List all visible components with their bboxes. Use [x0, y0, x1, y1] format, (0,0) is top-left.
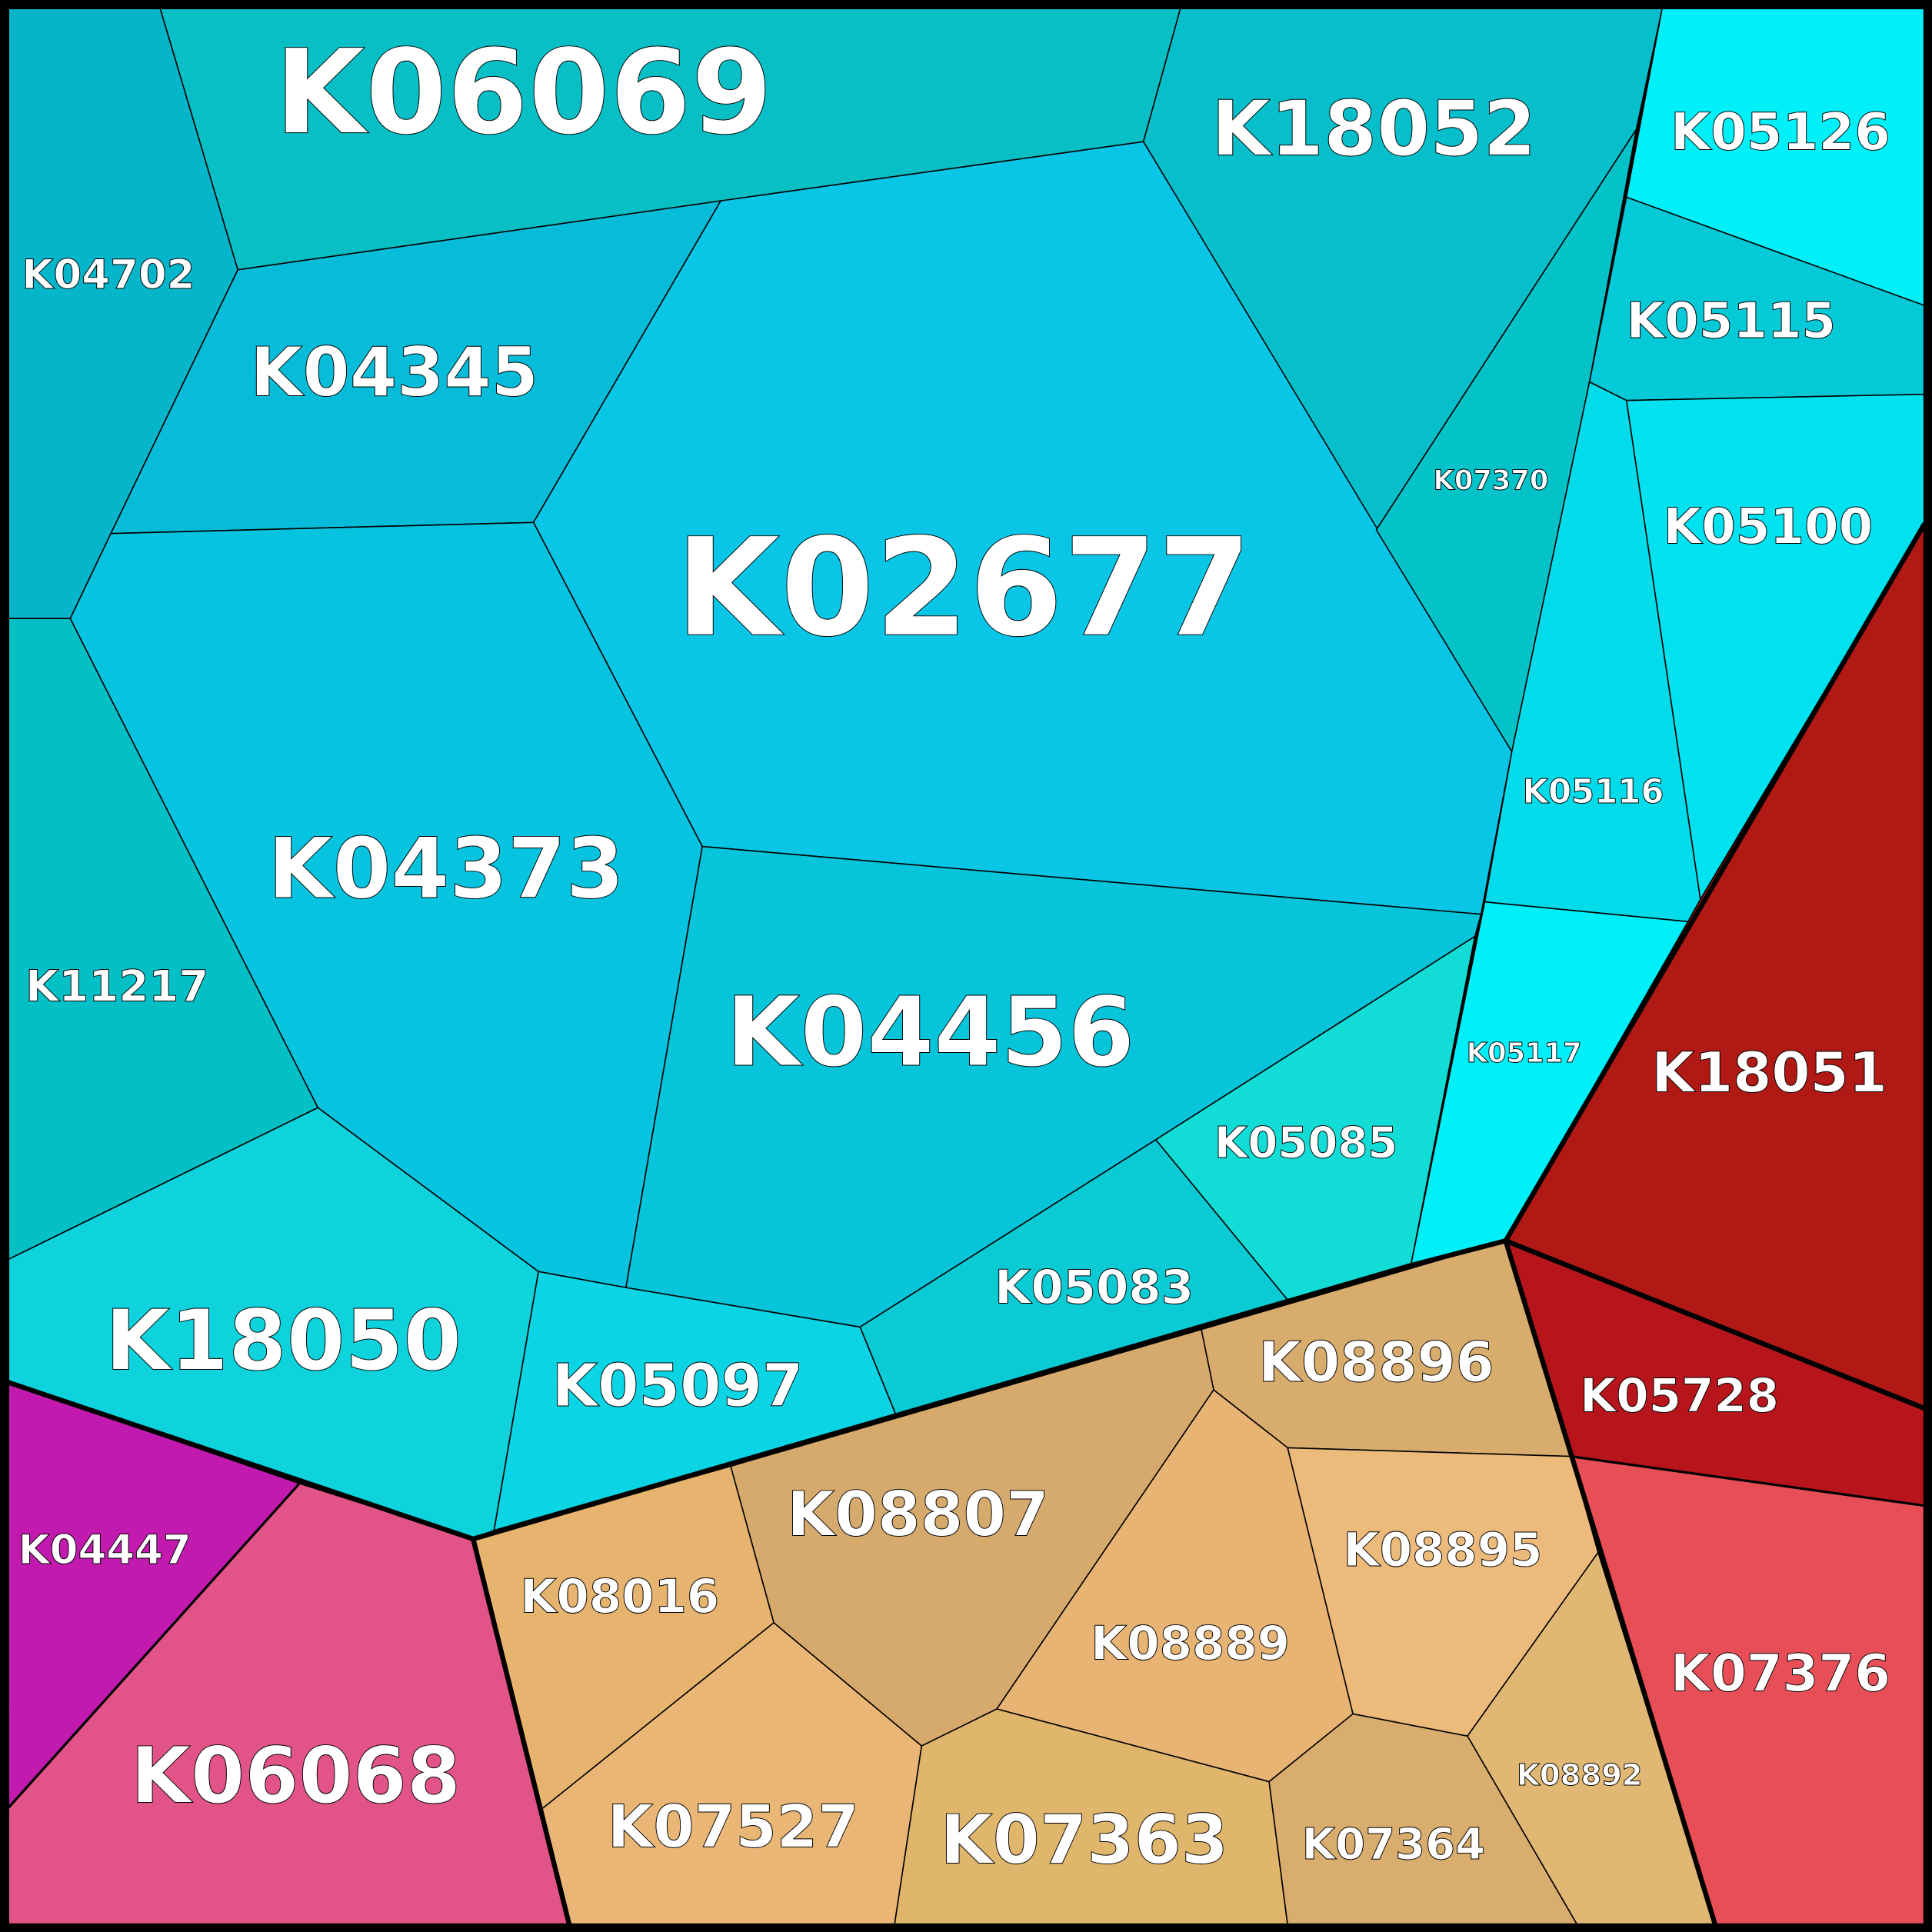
labels: K06069 K18052 K05126 K04702 K04345 K02677 K051… — [18, 24, 1890, 1880]
cell-label: K05100 — [1664, 499, 1874, 556]
cell-label: K05126 — [1671, 102, 1890, 162]
cell-label: K06069 — [275, 25, 772, 161]
cell-label: K07527 — [608, 1793, 859, 1861]
cell-label: K07376 — [1671, 1644, 1890, 1704]
group-border — [471, 1538, 572, 1926]
cell-label: K04447 — [18, 1527, 192, 1574]
cell-label: K11217 — [25, 962, 209, 1012]
cell-label: K05728 — [1580, 1369, 1779, 1424]
group-border — [1503, 522, 1927, 1242]
cell-label: K06068 — [131, 1730, 461, 1821]
cell-label: K08895 — [1344, 1523, 1543, 1577]
cell-label: K08889 — [1091, 1617, 1290, 1671]
cell-label: K05085 — [1214, 1118, 1397, 1168]
cell-label: K02677 — [675, 508, 1252, 667]
cell-label: K04456 — [726, 977, 1134, 1088]
cell-label: K18050 — [105, 1292, 461, 1390]
cell-label: K05116 — [1522, 773, 1664, 811]
cell-label: K04345 — [250, 332, 538, 411]
group-border — [8, 1482, 301, 1809]
cell-label: K18051 — [1651, 1041, 1887, 1105]
cell-label: K04702 — [22, 251, 195, 298]
cell-label: K04373 — [268, 820, 624, 918]
cell — [493, 1271, 897, 1531]
cell-label: K07364 — [1302, 1820, 1486, 1870]
cell-label: K08016 — [520, 1570, 719, 1624]
cell-label: K07363 — [940, 1800, 1228, 1879]
cell-label: K05115 — [1627, 293, 1837, 350]
cells — [8, 8, 1926, 1926]
cell-label: K08807 — [787, 1478, 1049, 1550]
cell-label: K18052 — [1211, 85, 1536, 174]
cell-label: K05117 — [1467, 1038, 1582, 1069]
group-border — [1571, 1455, 1925, 1507]
cell-label: K05083 — [994, 1261, 1194, 1315]
group-border — [1503, 1240, 1718, 1926]
cell-label: K05097 — [552, 1352, 804, 1421]
cell-label: K08892 — [1517, 1758, 1643, 1793]
cell-label: K07370 — [1434, 465, 1549, 496]
cell — [1268, 1713, 1579, 1926]
cell-label: K08896 — [1258, 1331, 1494, 1395]
group-border — [8, 1238, 1926, 1542]
